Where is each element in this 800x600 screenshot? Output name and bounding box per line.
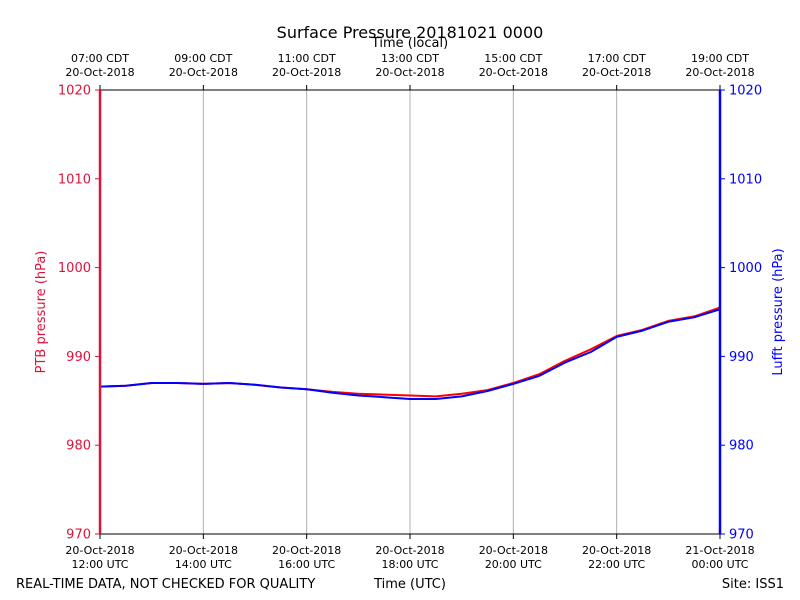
bottom-tick-date: 21-Oct-2018	[685, 544, 754, 557]
bottom-tick-time: 16:00 UTC	[278, 558, 335, 571]
top-tick-date: 20-Oct-2018	[479, 66, 548, 79]
series-line-lufft-pressure	[99, 308, 721, 400]
top-tick-time: 13:00 CDT	[381, 52, 439, 65]
left-tick-label: 1010	[58, 172, 91, 187]
left-tick-label: 990	[66, 350, 91, 365]
top-tick-time: 19:00 CDT	[691, 52, 749, 65]
bottom-tick-date: 20-Oct-2018	[65, 544, 134, 557]
bottom-tick-date: 20-Oct-2018	[169, 544, 238, 557]
top-tick-date: 20-Oct-2018	[582, 66, 651, 79]
bottom-tick-date: 20-Oct-2018	[582, 544, 651, 557]
top-tick-date: 20-Oct-2018	[375, 66, 444, 79]
top-tick-date: 20-Oct-2018	[65, 66, 134, 79]
top-tick-time: 09:00 CDT	[174, 52, 232, 65]
site-label: Site: ISS1	[722, 577, 784, 592]
bottom-tick-time: 20:00 UTC	[485, 558, 542, 571]
left-tick-label: 980	[66, 439, 91, 454]
chart-title: Surface Pressure 20181021 0000	[277, 23, 544, 42]
left-y-axis-label: PTB pressure (hPa)	[34, 251, 49, 374]
right-tick-label: 980	[729, 439, 754, 454]
grid-lines	[202, 90, 618, 534]
footer-quality-note: REAL-TIME DATA, NOT CHECKED FOR QUALITY	[16, 577, 315, 592]
top-axis-label: Time (local)	[371, 36, 448, 51]
right-y-ticks: 970 980 990 1000 1010 1020	[720, 84, 762, 543]
bottom-tick-time: 14:00 UTC	[175, 558, 232, 571]
bottom-tick-time: 18:00 UTC	[381, 558, 438, 571]
left-y-ticks: 970 980 990 1000 1010 1020	[58, 84, 100, 543]
bottom-tick-time: 00:00 UTC	[691, 558, 748, 571]
right-tick-label: 970	[729, 528, 754, 543]
bottom-tick-date: 20-Oct-2018	[479, 544, 548, 557]
bottom-tick-date: 20-Oct-2018	[272, 544, 341, 557]
top-tick-time: 15:00 CDT	[484, 52, 542, 65]
top-tick-date: 20-Oct-2018	[169, 66, 238, 79]
right-y-axis-label: Lufft pressure (hPa)	[771, 248, 786, 375]
top-tick-time: 11:00 CDT	[278, 52, 336, 65]
left-tick-label: 970	[66, 528, 91, 543]
x-axis-label: Time (UTC)	[373, 577, 446, 592]
top-tick-date: 20-Oct-2018	[272, 66, 341, 79]
bottom-tick-date: 20-Oct-2018	[375, 544, 444, 557]
top-tick-time: 17:00 CDT	[588, 52, 646, 65]
left-tick-label: 1000	[58, 261, 91, 276]
top-tick-date: 20-Oct-2018	[685, 66, 754, 79]
series-lines	[99, 306, 721, 400]
right-tick-label: 1020	[729, 84, 762, 99]
bottom-tick-time: 22:00 UTC	[588, 558, 645, 571]
top-tick-time: 07:00 CDT	[71, 52, 129, 65]
right-tick-label: 990	[729, 350, 754, 365]
right-tick-label: 1000	[729, 261, 762, 276]
left-tick-label: 1020	[58, 84, 91, 99]
right-tick-label: 1010	[729, 172, 762, 187]
bottom-tick-time: 12:00 UTC	[71, 558, 128, 571]
